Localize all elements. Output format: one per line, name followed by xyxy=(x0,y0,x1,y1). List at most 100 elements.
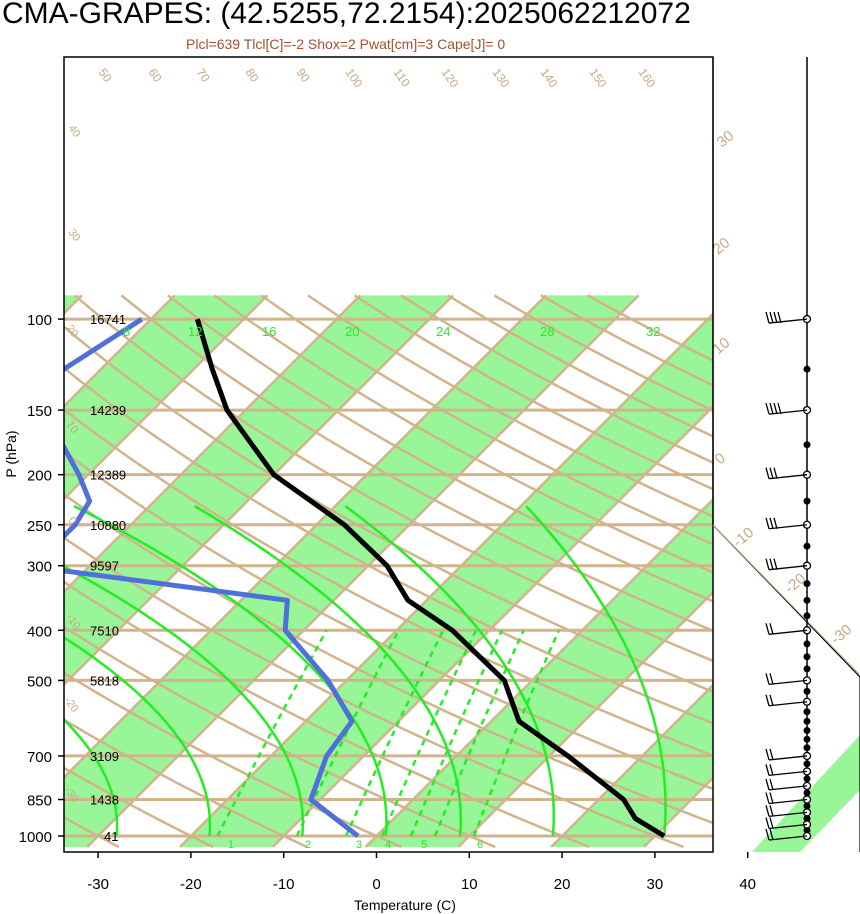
isotherm-label: 30 xyxy=(714,127,738,151)
wind-barb-feather xyxy=(765,517,770,529)
mixing-ratio-label: 20 xyxy=(345,324,359,339)
height-label: 12389 xyxy=(90,468,126,483)
mixing-ratio-line xyxy=(381,629,478,837)
wind-barb-shaft xyxy=(768,474,808,480)
wind-barb-feather xyxy=(769,467,774,479)
height-label: 1438 xyxy=(90,793,119,808)
adiabat-label: 130 xyxy=(490,66,513,91)
wind-barb-shaft xyxy=(768,565,808,571)
y-axis-label: P (hPa) xyxy=(3,430,19,477)
wind-level-dot xyxy=(803,365,811,373)
isotherm-band xyxy=(64,295,639,847)
x-axis-label: Temperature (C) xyxy=(354,897,456,913)
wind-barb-feather xyxy=(769,673,774,685)
mixing-ratio-line xyxy=(295,629,400,837)
wind-barb-feather xyxy=(765,828,770,841)
wind-level-dot xyxy=(803,814,811,822)
wind-level-dot xyxy=(803,826,811,834)
dewpoint-profile xyxy=(64,316,360,838)
wind-barb-feather xyxy=(769,764,774,776)
wind-barb-shaft xyxy=(768,755,808,761)
y-tick-label: 250 xyxy=(27,518,52,535)
adiabat-label: 30 xyxy=(66,227,83,244)
adiabat-label: 150 xyxy=(587,66,610,91)
wind-barb-shaft xyxy=(768,629,808,635)
x-tick-label: 0 xyxy=(372,876,380,893)
wind-barb-feather xyxy=(765,673,770,685)
wind-barb-shaft xyxy=(768,409,808,415)
moist-adiabat xyxy=(344,505,556,837)
mixing-ratio-label: 8 xyxy=(123,324,130,339)
dry-adiabat xyxy=(64,718,308,849)
height-label: 10880 xyxy=(90,518,126,533)
mixing-ratio-label: 28 xyxy=(540,324,554,339)
dry-adiabat xyxy=(0,295,25,847)
y-tick-label: 300 xyxy=(27,559,52,576)
moist-adiabat xyxy=(64,718,119,837)
adiabat-label: 80 xyxy=(243,66,262,85)
wind-level-dot xyxy=(803,789,811,797)
x-tick-label: -20 xyxy=(180,876,202,893)
wind-barb-feather xyxy=(769,311,774,324)
moist-adiabat xyxy=(193,505,463,837)
adiabat-label: 110 xyxy=(391,66,414,90)
mixing-ratio-label: 6 xyxy=(477,839,483,851)
wind-barb-feather xyxy=(769,623,774,635)
mixing-ratio-label: 32 xyxy=(646,324,660,339)
adiabat-label: 120 xyxy=(439,66,462,91)
wind-barb-feather xyxy=(765,623,770,635)
wind-level-dot xyxy=(803,542,811,550)
wind-barb-feather xyxy=(765,467,770,479)
wind-level-dot xyxy=(803,735,811,743)
wind-level-dot xyxy=(803,726,811,734)
isotherm-line xyxy=(64,294,269,501)
x-tick-label: 10 xyxy=(461,876,478,893)
y-tick-label: 100 xyxy=(27,312,52,329)
wind-level-dot xyxy=(803,653,811,661)
isotherm-label: 0 xyxy=(712,450,729,468)
mixing-ratio-label: 3 xyxy=(356,839,362,851)
mixing-ratio-line xyxy=(344,629,445,837)
mixing-ratio-label: 12 xyxy=(188,324,202,339)
moist-adiabat xyxy=(64,636,212,837)
x-tick-label: 20 xyxy=(554,876,571,893)
wind-barb-shaft xyxy=(768,785,808,791)
wind-barb-feather xyxy=(773,467,778,479)
y-tick-label: 150 xyxy=(27,403,52,420)
moist-adiabat xyxy=(525,505,667,837)
wind-barb-feather xyxy=(765,792,770,804)
wind-level-dot xyxy=(803,744,811,752)
plot-frame xyxy=(712,57,860,852)
adiabat-label: 40 xyxy=(66,123,83,140)
height-label: 3109 xyxy=(90,749,119,764)
wind-level-dot xyxy=(803,596,811,604)
mixing-ratio-line xyxy=(409,629,504,837)
wind-barb-shaft xyxy=(768,701,808,707)
mixing-ratio-label: 2 xyxy=(305,839,311,851)
wind-level-dot xyxy=(803,665,811,673)
dry-adiabat xyxy=(64,580,590,849)
wind-barb-shaft xyxy=(768,524,808,530)
chart-title: CMA-GRAPES: (42.5255,72.2154):2025062212… xyxy=(2,0,691,30)
height-label: 7510 xyxy=(90,623,119,638)
wind-level-dot xyxy=(803,580,811,588)
wind-barb-shaft xyxy=(768,318,808,324)
wind-barb-feather xyxy=(769,748,774,761)
wind-barb-feather xyxy=(765,764,770,776)
wind-barb-feather xyxy=(769,558,774,570)
y-tick-label: 850 xyxy=(27,793,52,810)
mixing-ratio-label: 5 xyxy=(421,839,427,851)
mixing-ratio-line xyxy=(472,629,560,837)
mixing-ratio-label: 1 xyxy=(228,839,234,851)
wind-barb-shaft xyxy=(768,798,808,805)
wind-barb-feather xyxy=(765,817,770,829)
wind-level-dot xyxy=(803,775,811,783)
isotherm-label: -30 xyxy=(828,621,856,648)
wind-level-dot xyxy=(803,802,811,810)
wind-barb-shaft xyxy=(768,679,808,686)
wind-barb-feather xyxy=(777,402,782,415)
y-tick-label: 200 xyxy=(27,468,52,485)
wind-level-dot xyxy=(803,708,811,716)
wind-barb-feather xyxy=(769,778,774,791)
